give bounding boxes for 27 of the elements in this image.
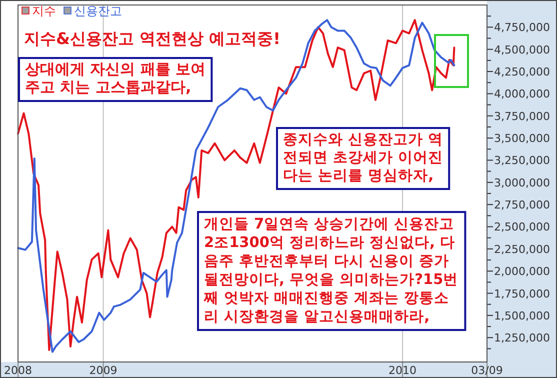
y-tick-label: 1,500,000 bbox=[494, 309, 550, 322]
annotation: 상대에게 자신의 패를 보여 주고 치는 고스톱과같다, bbox=[18, 57, 213, 102]
y-tick-label: 2,250,000 bbox=[494, 242, 550, 256]
legend-label: 신용잔고 bbox=[74, 4, 122, 18]
y-tick-label: 3,500,000 bbox=[494, 132, 550, 146]
y-tick-label: 3,750,000 bbox=[494, 110, 550, 123]
annotation: 종지수와 신용잔고가 역 전되면 초강세가 이어진 다는 논리를 명심하자, bbox=[283, 132, 444, 184]
annotation: 개인들 7일연속 상승기간에 신용잔고 2조1300억 정리하느라 정신없다, 다 음주 후반전후부터 다시 신용이 증가 될전망이다, 무엇을 의미하는가?15번 째 엇박자 매매진행중 계좌는 깡통소 리 시장환경을 알고신용매매하라, bbox=[197, 211, 466, 331]
legend-label: 지수 bbox=[32, 4, 56, 18]
annotation: 종지수와 신용잔고가 역 전되면 초강세가 이어진 다는 논리를 명심하자, bbox=[276, 127, 450, 190]
x-tick-label: 2009 bbox=[89, 364, 118, 377]
x-tick-label: 2010 bbox=[388, 364, 417, 377]
y-tick-label: 3,000,000 bbox=[494, 176, 550, 190]
x-tick-label: 2008 bbox=[4, 364, 32, 377]
y-tick-label: 4,500,000 bbox=[494, 43, 550, 56]
y-tick-label: 4,750,000 bbox=[494, 21, 550, 34]
y-tick-label: 1,750,000 bbox=[494, 287, 550, 300]
y-tick-label: 4,000,000 bbox=[494, 88, 550, 101]
text: 지수&신용잔고 역전현상 예고적중! bbox=[24, 29, 280, 48]
y-tick-label: 4,250,000 bbox=[494, 66, 550, 79]
y-tick-label: 2,500,000 bbox=[494, 220, 550, 234]
y-tick-label: 2,000,000 bbox=[494, 265, 550, 278]
y-tick-label: 3,250,000 bbox=[494, 154, 550, 168]
annotation: 상대에게 자신의 패를 보여 주고 치는 고스톱과같다, bbox=[25, 60, 206, 96]
x-tick-label: 03/09 bbox=[471, 364, 503, 377]
y-tick-label: 2,750,000 bbox=[494, 198, 550, 212]
y-tick-label: 1,250,000 bbox=[494, 332, 550, 345]
